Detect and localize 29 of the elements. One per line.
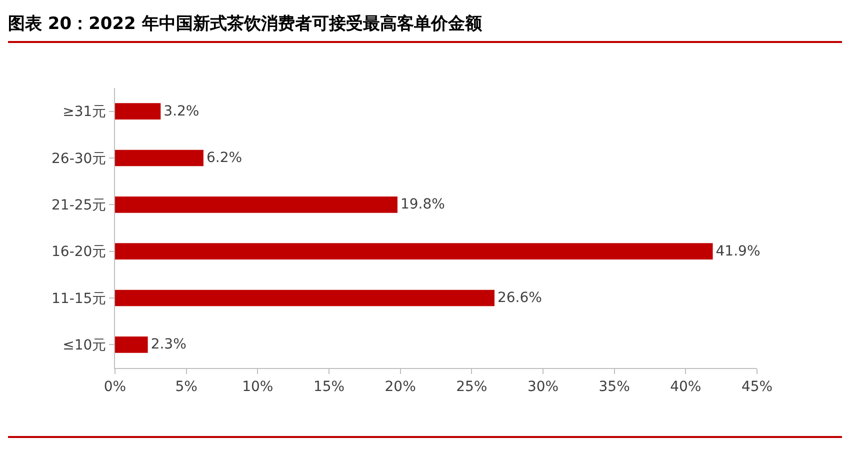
x-tick-label: 30% (527, 378, 559, 395)
x-tick-label: 5% (175, 378, 198, 395)
data-label: 6.2% (206, 150, 242, 166)
x-tick-label: 0% (104, 378, 126, 395)
bar (115, 196, 398, 213)
data-label: 3.2% (164, 103, 200, 120)
y-tick-label: 11-15元 (52, 290, 106, 307)
bar (115, 290, 494, 306)
bar (115, 336, 148, 353)
x-tick-label: 35% (598, 378, 630, 395)
x-tick-label: 10% (242, 378, 274, 395)
bar (115, 243, 713, 260)
data-label: 19.8% (400, 196, 445, 213)
bar (115, 150, 204, 166)
x-tick-label: 40% (670, 378, 702, 395)
data-label: 41.9% (716, 243, 760, 260)
y-tick-label: ≥31元 (62, 104, 106, 120)
x-tick-label: 25% (456, 378, 488, 395)
y-tick-label: 26-30元 (52, 150, 106, 167)
y-tick-label: ≤10元 (62, 338, 106, 354)
data-label: 2.3% (150, 336, 186, 353)
y-tick-label: 16-20元 (52, 244, 106, 260)
x-tick-label: 45% (741, 378, 773, 395)
y-tick-label: 21-25元 (52, 198, 106, 214)
x-tick-label: 15% (313, 378, 345, 395)
chart-title: 图表 20：2022 年中国新式茶饮消费者可接受最高客单价金额 (8, 12, 842, 43)
x-tick-label: 20% (384, 378, 416, 395)
bar (115, 103, 161, 120)
data-label: 26.6% (497, 290, 542, 306)
